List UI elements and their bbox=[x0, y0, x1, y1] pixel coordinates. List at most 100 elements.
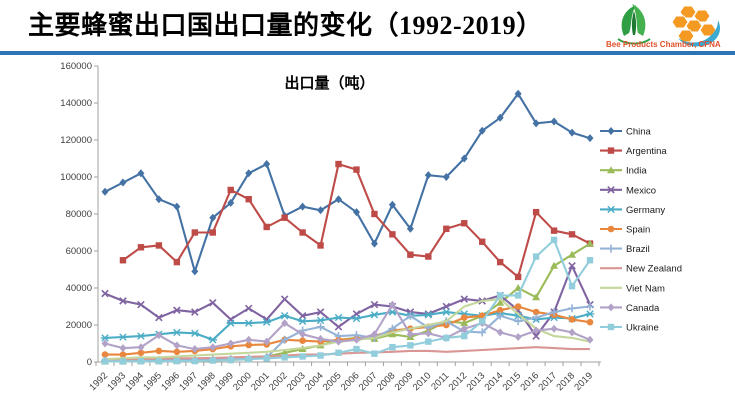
cfna-leaf-logo bbox=[610, 2, 658, 53]
legend-label: Argentina bbox=[626, 146, 667, 157]
legend-label: Ukraine bbox=[626, 323, 659, 334]
marker bbox=[389, 231, 396, 238]
marker bbox=[281, 354, 288, 361]
x-tick-label: 1992 bbox=[87, 370, 110, 393]
marker bbox=[245, 341, 253, 349]
series-line-mexico bbox=[104, 264, 591, 338]
marker bbox=[585, 310, 595, 318]
marker bbox=[244, 319, 253, 327]
series-china bbox=[101, 89, 594, 276]
marker bbox=[101, 187, 109, 196]
marker bbox=[479, 318, 486, 325]
marker bbox=[118, 333, 128, 341]
series-line-spain bbox=[105, 305, 591, 356]
marker bbox=[586, 239, 594, 247]
marker bbox=[532, 332, 540, 340]
marker bbox=[317, 206, 325, 215]
marker bbox=[388, 200, 396, 209]
marker bbox=[424, 329, 432, 338]
marker bbox=[496, 113, 504, 122]
marker bbox=[155, 358, 163, 365]
marker bbox=[406, 224, 414, 233]
x-tick-label: 1999 bbox=[213, 370, 236, 393]
marker bbox=[299, 337, 306, 345]
marker bbox=[316, 316, 325, 325]
marker bbox=[155, 242, 163, 249]
marker bbox=[532, 313, 541, 322]
chart-canvas: 0 20000 40000 60000 80000 100000 120000 140000 1… bbox=[60, 61, 682, 393]
marker bbox=[173, 306, 181, 314]
marker bbox=[478, 126, 486, 135]
marker bbox=[607, 186, 615, 194]
marker bbox=[550, 308, 559, 317]
marker bbox=[568, 128, 576, 137]
marker bbox=[406, 311, 415, 320]
header-divider-line bbox=[0, 51, 735, 55]
marker bbox=[607, 303, 615, 312]
marker bbox=[173, 357, 181, 365]
x-tick-label: 2003 bbox=[285, 370, 308, 393]
marker bbox=[607, 166, 615, 174]
legend-label: Mexico bbox=[626, 185, 656, 196]
marker bbox=[388, 300, 396, 309]
marker bbox=[370, 300, 379, 309]
marker bbox=[299, 353, 306, 360]
series-ukraine bbox=[101, 236, 594, 365]
marker bbox=[101, 289, 109, 298]
marker bbox=[101, 358, 109, 365]
marker bbox=[550, 261, 559, 269]
marker bbox=[335, 337, 343, 346]
series-line-ukraine bbox=[105, 238, 591, 363]
marker bbox=[352, 314, 361, 323]
marker bbox=[227, 339, 235, 348]
x-tick-label: 2002 bbox=[267, 370, 290, 393]
marker bbox=[263, 355, 270, 362]
marker bbox=[190, 329, 200, 338]
legend-item-mexico: Mexico bbox=[600, 185, 656, 196]
marker bbox=[550, 117, 558, 126]
x-tick-label: 2006 bbox=[339, 370, 362, 393]
marker bbox=[119, 358, 127, 365]
marker bbox=[334, 323, 343, 331]
marker bbox=[514, 273, 522, 281]
marker bbox=[209, 213, 217, 222]
marker bbox=[281, 214, 288, 221]
marker bbox=[299, 202, 307, 211]
x-tick-label: 1994 bbox=[123, 370, 146, 393]
x-tick-label: 2001 bbox=[249, 370, 272, 393]
marker bbox=[191, 308, 199, 316]
series-mexico bbox=[101, 262, 594, 340]
marker bbox=[442, 308, 451, 316]
marker bbox=[370, 311, 379, 319]
marker bbox=[407, 251, 414, 258]
marker bbox=[514, 333, 522, 342]
marker bbox=[532, 119, 540, 128]
marker bbox=[208, 336, 217, 344]
marker bbox=[317, 334, 325, 343]
marker bbox=[263, 337, 271, 346]
marker bbox=[550, 236, 558, 244]
marker bbox=[353, 166, 360, 173]
marker bbox=[461, 332, 468, 340]
marker bbox=[550, 324, 558, 333]
marker bbox=[136, 332, 146, 340]
y-tick-label: 80000 bbox=[66, 209, 92, 220]
legend-label: Viet Nam bbox=[626, 283, 665, 294]
marker bbox=[155, 195, 163, 204]
series-line-canada bbox=[104, 303, 591, 351]
marker bbox=[191, 229, 199, 236]
marker bbox=[280, 295, 289, 303]
marker bbox=[137, 358, 145, 365]
x-tick-label: 2011 bbox=[429, 370, 451, 392]
marker bbox=[460, 319, 469, 327]
marker bbox=[607, 323, 615, 331]
marker bbox=[460, 154, 468, 163]
marker bbox=[280, 312, 289, 320]
marker bbox=[245, 169, 253, 178]
marker bbox=[155, 313, 163, 322]
x-tick-label: 1996 bbox=[159, 370, 182, 393]
marker bbox=[568, 304, 577, 313]
marker bbox=[496, 298, 505, 306]
marker bbox=[172, 328, 182, 337]
marker bbox=[209, 229, 216, 236]
